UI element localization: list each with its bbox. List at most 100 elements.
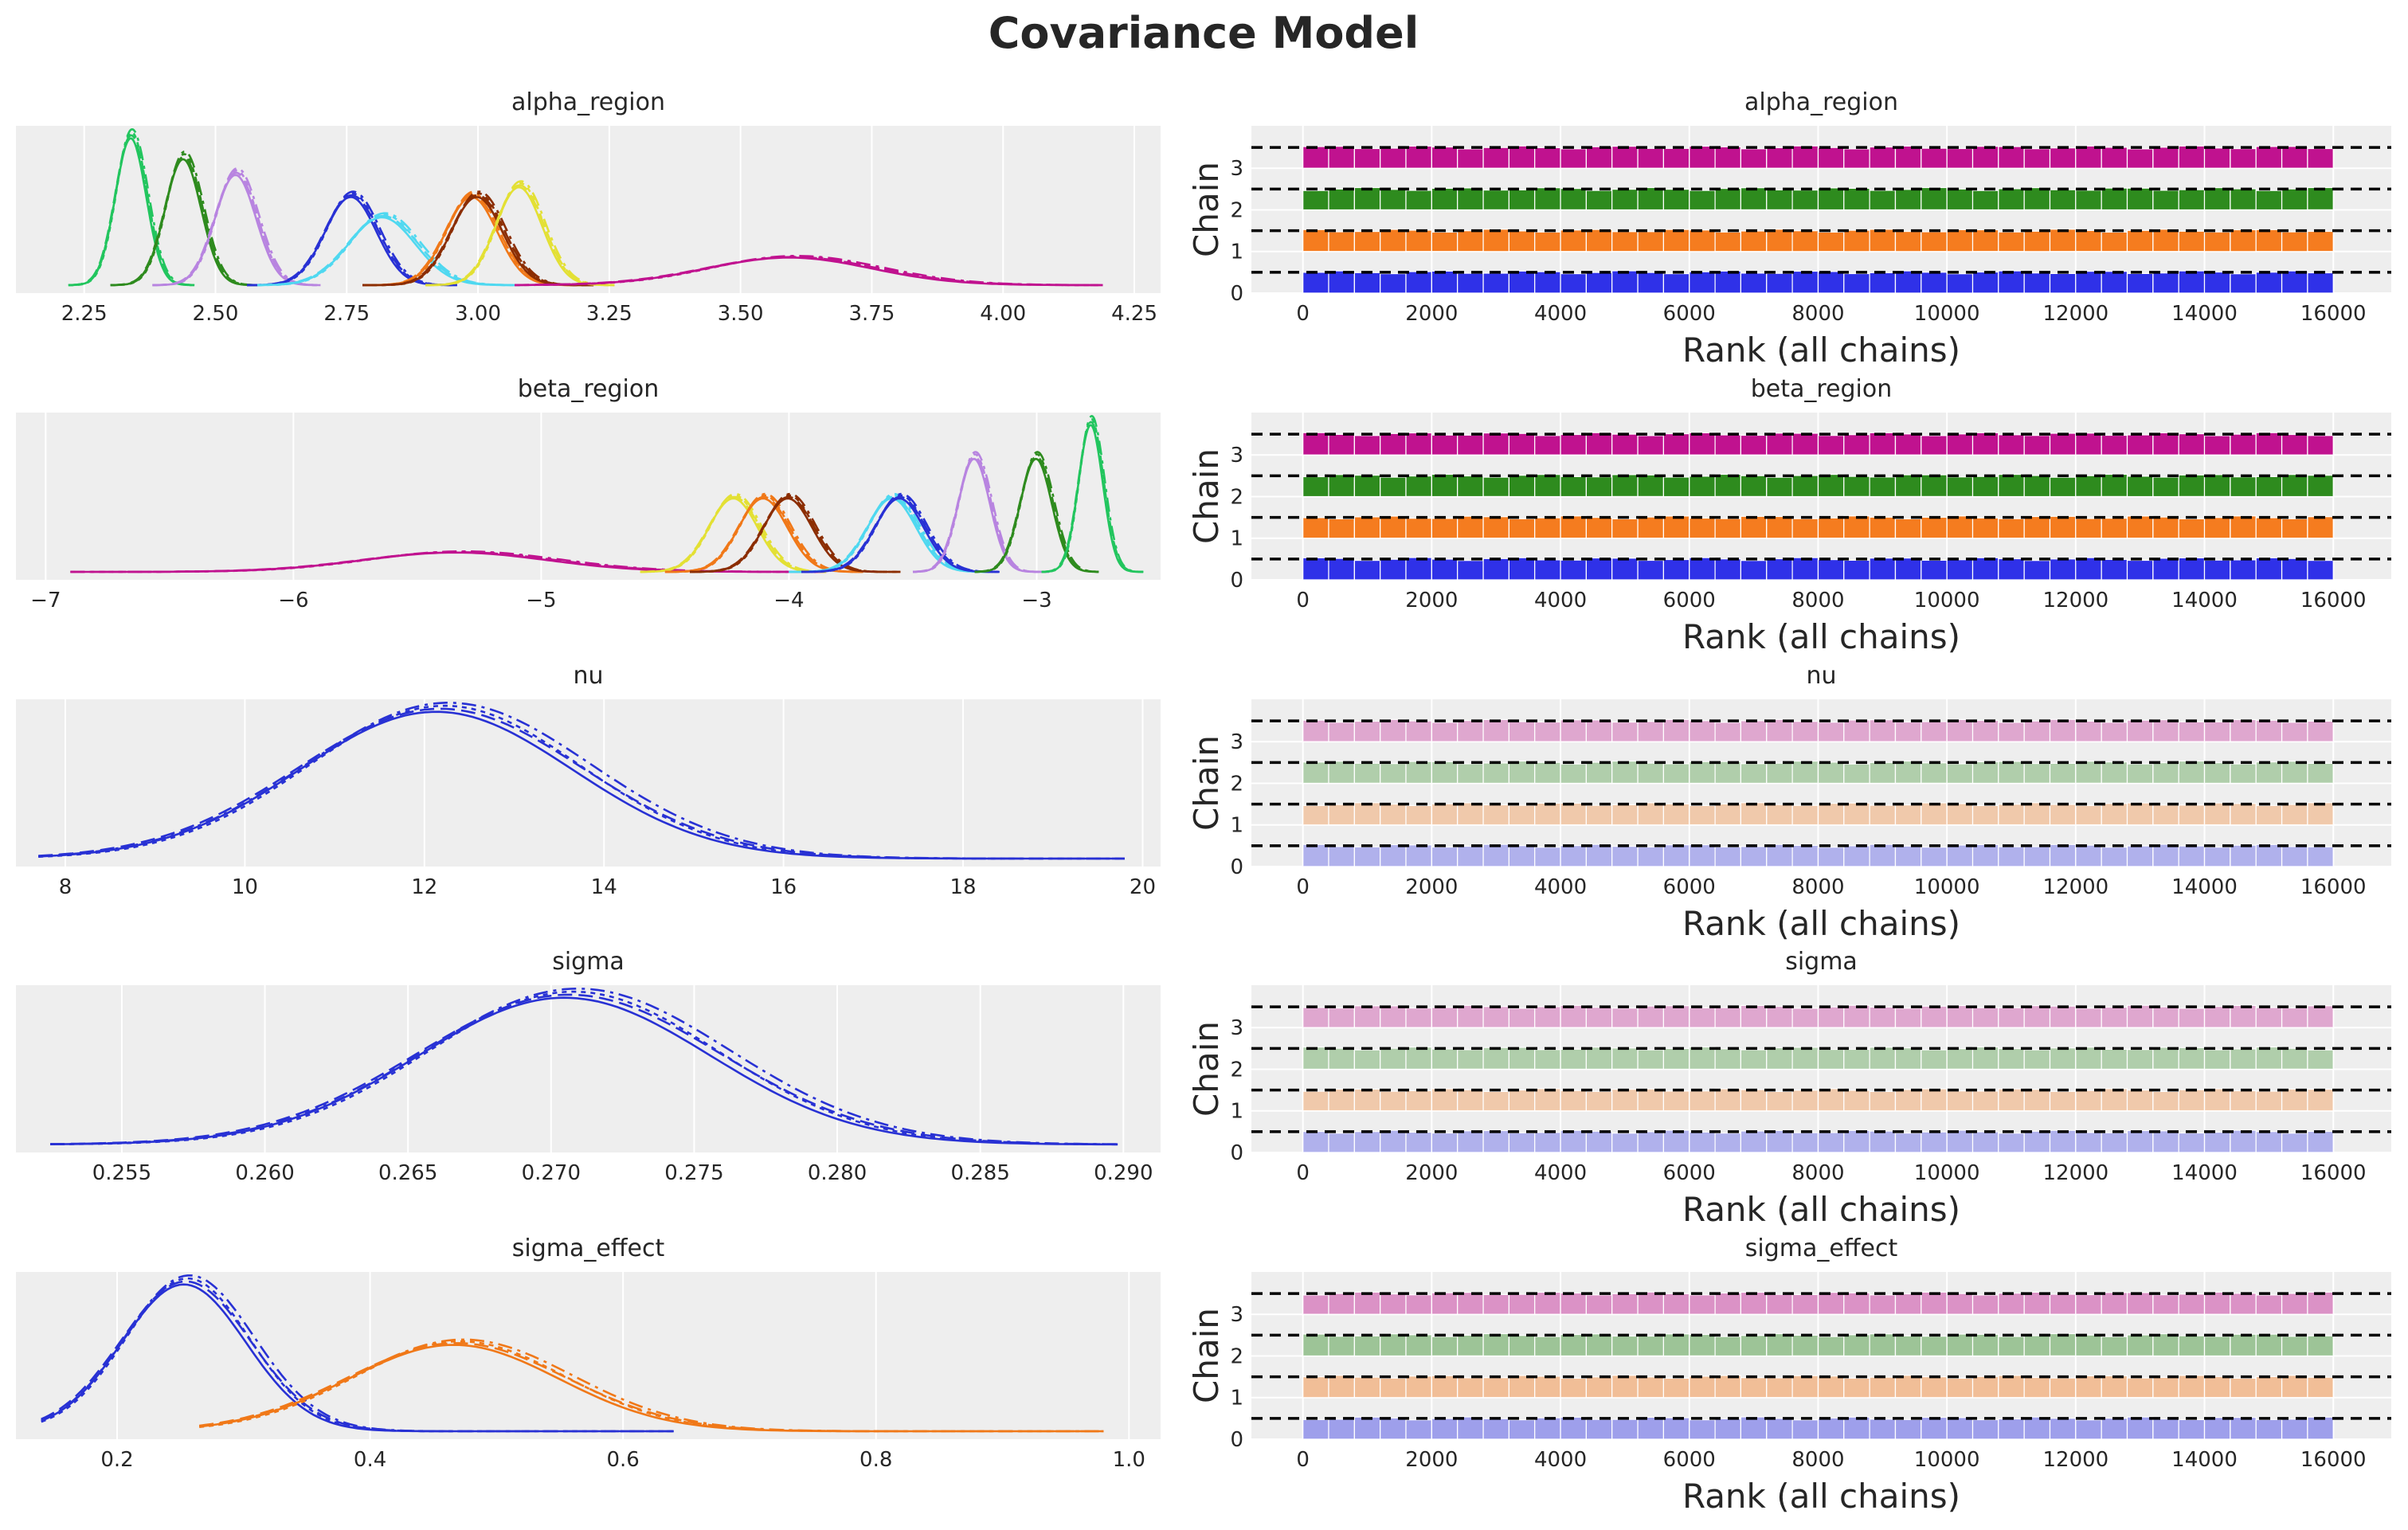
chain-density-line xyxy=(247,192,457,287)
rank-bar xyxy=(2101,1292,2128,1315)
rank-bar xyxy=(1894,189,1922,211)
rank-bar xyxy=(1611,760,1639,785)
rank-bar xyxy=(1560,763,1587,785)
chain-density-line xyxy=(425,180,615,287)
rank-bar xyxy=(1534,1088,1561,1112)
rank-bar xyxy=(1971,804,1999,826)
rank-bar xyxy=(1869,804,1897,826)
rank-bar xyxy=(1894,1089,1922,1112)
density-series-2 xyxy=(640,492,827,573)
rank-bar xyxy=(1328,1375,1355,1399)
rank-bar xyxy=(1457,560,1484,581)
y-axis-label: Chain xyxy=(1187,1021,1226,1117)
rank-bar xyxy=(2307,230,2334,252)
rank-bar xyxy=(1328,1418,1355,1440)
rank-bar xyxy=(2126,272,2154,294)
rank-bar xyxy=(1921,846,1948,867)
rank-bar xyxy=(2307,272,2334,294)
density-series-9 xyxy=(515,255,1103,287)
rank-bar xyxy=(2281,433,2308,456)
rank-bar xyxy=(2075,1008,2102,1028)
rank-bar xyxy=(1380,763,1407,785)
rank-bar xyxy=(2203,846,2231,867)
rank-bar xyxy=(2126,1049,2154,1070)
rank-bar xyxy=(2126,719,2154,742)
rank-bar xyxy=(1869,558,1897,581)
y-tick-label: 3 xyxy=(1230,157,1243,181)
rank-bar xyxy=(1998,722,2025,742)
rank-bar xyxy=(1869,1090,1897,1112)
rank-bar xyxy=(1380,147,1407,169)
rank-bar xyxy=(1817,1291,1845,1315)
rank-bar xyxy=(2178,432,2206,456)
x-tick-label: 14000 xyxy=(2171,302,2238,326)
rank-bar xyxy=(2281,761,2308,785)
rank-bar xyxy=(2307,1130,2334,1153)
x-tick-label: 2000 xyxy=(1405,589,1458,612)
rank-bar xyxy=(1921,272,1948,294)
rank-bar xyxy=(1431,803,1459,826)
rank-bar xyxy=(1843,434,1870,456)
rank-bar xyxy=(1353,762,1381,784)
rank-bar xyxy=(1482,558,1509,581)
rank-bar xyxy=(2230,1333,2257,1357)
rank-bar xyxy=(1971,1418,1999,1440)
rank-bar xyxy=(1740,475,1768,498)
rank-bar xyxy=(1585,1130,1613,1153)
rank-bar xyxy=(1921,516,1948,539)
rank-bar xyxy=(2075,190,2102,211)
rank-bar xyxy=(1869,146,1897,169)
rank-bar xyxy=(1637,147,1665,169)
x-tick-label: 0.290 xyxy=(1094,1161,1153,1185)
rank-bar xyxy=(1611,433,1639,456)
rank-bar xyxy=(1766,804,1793,826)
rank-bar xyxy=(1791,190,1819,211)
rank-bar xyxy=(1611,804,1639,826)
rank-bar xyxy=(1457,148,1484,169)
rank-bar xyxy=(1405,1131,1432,1153)
rank-bar xyxy=(1817,271,1845,294)
rank-bar xyxy=(1302,761,1329,785)
rank-bar xyxy=(1380,803,1407,826)
y-tick-label: 3 xyxy=(1230,444,1243,468)
rank-bar xyxy=(2075,761,2102,785)
rank-bar xyxy=(2255,1090,2283,1112)
x-tick-label: 10000 xyxy=(1914,875,1980,899)
rank-bar xyxy=(1894,760,1922,784)
rank-bar xyxy=(1714,846,1742,867)
x-tick-label: −7 xyxy=(30,589,61,612)
rank-bar xyxy=(2230,229,2257,252)
rank-bar xyxy=(2203,761,2231,785)
x-axis-label: Rank (all chains) xyxy=(1682,617,1960,656)
rank-bar xyxy=(1560,1333,1587,1357)
rank-bar xyxy=(2101,761,2128,784)
rank-bar xyxy=(1508,845,1536,867)
rank-bar xyxy=(1662,1047,1690,1070)
rank-bar xyxy=(1482,1418,1509,1440)
rank-bar xyxy=(1971,517,1999,539)
rank-bar xyxy=(1405,190,1432,211)
rank-bar xyxy=(1482,1090,1509,1112)
rank-bar xyxy=(2255,1294,2283,1315)
rank-bar xyxy=(1998,231,2025,252)
rank-bar xyxy=(2023,560,2051,581)
plot-background xyxy=(16,699,1161,867)
rank-bar xyxy=(1611,1047,1639,1070)
rank-bar xyxy=(2152,147,2179,169)
rank-bar xyxy=(1894,845,1922,867)
rank-bar xyxy=(1791,432,1819,456)
rank-bar xyxy=(2230,1090,2257,1112)
rank-bar xyxy=(2203,1088,2231,1112)
y-tick-label: 1 xyxy=(1230,527,1243,551)
rank-bar xyxy=(1921,762,1948,784)
x-tick-label: 3.75 xyxy=(849,302,895,326)
rank-bar xyxy=(1508,804,1536,826)
rank-bar xyxy=(1689,843,1716,867)
rank-bar xyxy=(1971,1046,1999,1070)
x-tick-label: 0.280 xyxy=(808,1161,867,1185)
rank-bar xyxy=(2049,804,2077,826)
rank-bar xyxy=(1740,1089,1768,1112)
y-axis-label: Chain xyxy=(1187,1308,1226,1403)
rank-bar xyxy=(1302,1333,1329,1357)
rank-bar xyxy=(1508,145,1536,169)
